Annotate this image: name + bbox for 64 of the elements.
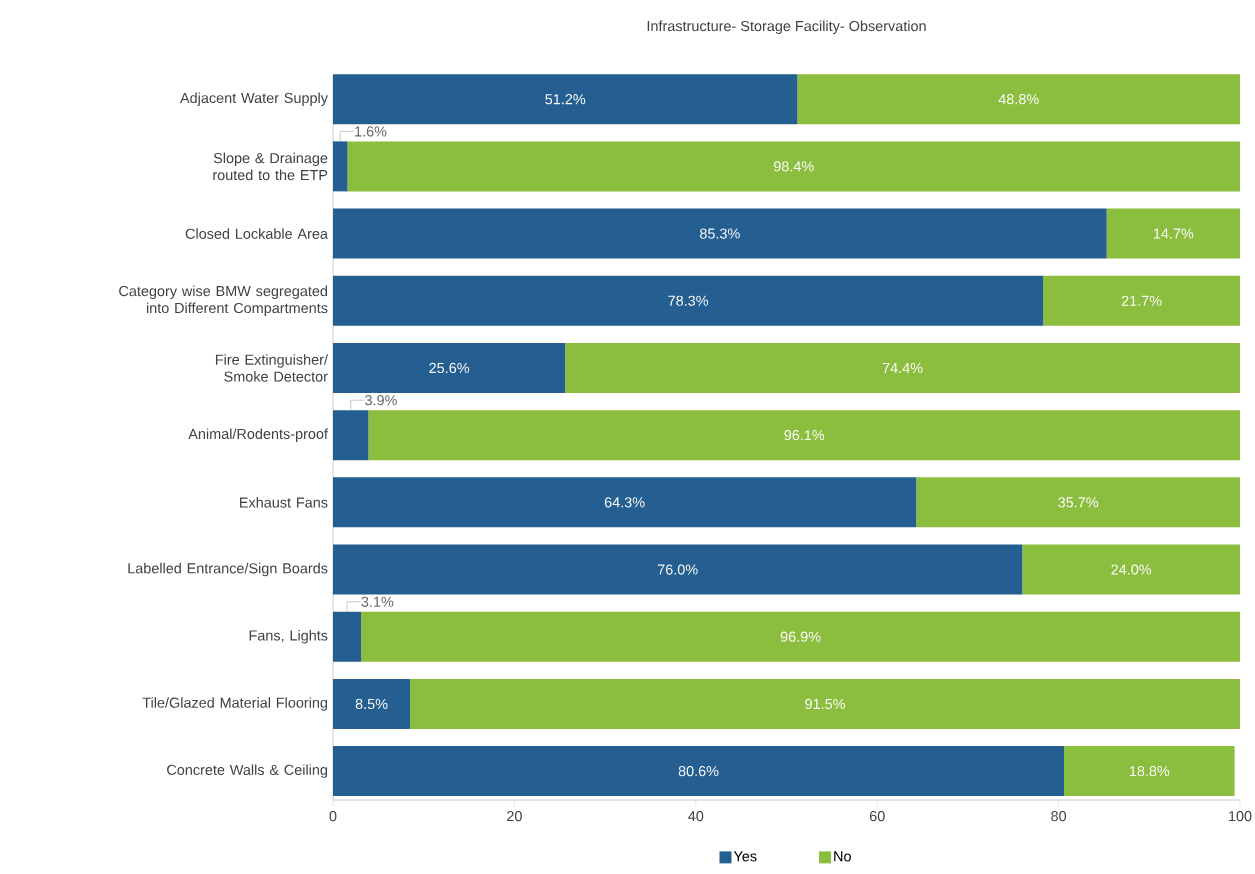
x-tick-label: 60 xyxy=(869,811,885,822)
data-label: 64.3% xyxy=(604,497,645,508)
y-tick-label: Fans, Lights xyxy=(249,630,328,644)
bar xyxy=(368,410,1241,461)
y-tick-label: Slope & Drainage routed to the ETP xyxy=(213,152,328,181)
chart-title: Infrastructure- Storage Facility- Observation xyxy=(647,20,926,35)
data-label: 85.3% xyxy=(699,228,740,239)
bar xyxy=(333,611,362,662)
data-label: 78.3% xyxy=(668,295,709,306)
data-label: 3.1% xyxy=(361,596,394,607)
bar xyxy=(333,746,1065,797)
data-label: 76.0% xyxy=(657,564,698,575)
data-label: 51.2% xyxy=(545,94,586,105)
data-label: 25.6% xyxy=(429,362,470,374)
y-tick-label: Adjacent Water Supply xyxy=(180,92,328,106)
x-tick-label: 0 xyxy=(329,811,337,822)
data-label: 91.5% xyxy=(805,698,846,710)
data-label: 74.4% xyxy=(882,362,923,373)
x-tick-label: 100 xyxy=(1229,811,1252,822)
bar xyxy=(333,678,411,729)
bar xyxy=(1106,208,1241,259)
data-label: 35.7% xyxy=(1058,497,1099,508)
data-label: 24.0% xyxy=(1111,564,1152,575)
bar xyxy=(916,477,1241,528)
y-tick-label: Animal/Rodents-proof xyxy=(188,428,328,442)
x-tick-label: 80 xyxy=(1051,811,1067,822)
y-tick-label: Closed Lockable Area xyxy=(185,228,328,239)
data-label: 1.6% xyxy=(355,126,387,137)
legend-label: No xyxy=(834,851,851,862)
data-label: 21.7% xyxy=(1121,295,1162,306)
bar xyxy=(333,544,1023,595)
data-label: 96.9% xyxy=(780,631,821,642)
data-label: 3.9% xyxy=(365,395,397,406)
bar xyxy=(361,611,1241,662)
y-tick-label: Exhaust Fans xyxy=(240,497,328,508)
y-tick-label: Category wise BMW segregated into Different Compartments xyxy=(119,285,328,316)
data-label: 80.6% xyxy=(678,765,719,777)
data-label: 96.1% xyxy=(784,430,825,441)
data-label: 18.8% xyxy=(1129,765,1170,777)
bar xyxy=(565,342,1241,393)
bar xyxy=(333,275,1044,326)
x-tick-label: 20 xyxy=(507,811,522,822)
bar xyxy=(333,141,348,192)
data-label: 8.5% xyxy=(355,698,388,710)
bar xyxy=(1043,275,1241,326)
y-tick-label: Labelled Entrance/Sign Boards xyxy=(128,562,328,577)
bar xyxy=(347,141,1241,192)
bar xyxy=(410,678,1241,729)
bar xyxy=(333,208,1107,259)
data-label: 14.7% xyxy=(1153,228,1194,239)
bar xyxy=(1022,544,1241,595)
x-tick-label: 40 xyxy=(688,811,704,822)
data-label: 48.8% xyxy=(998,94,1039,105)
bar xyxy=(333,74,798,125)
bar xyxy=(1064,746,1235,797)
y-tick-label: Fire Extinguisher/ Smoke Detector xyxy=(215,354,328,382)
y-tick-label: Tile/Glazed Material Flooring xyxy=(142,697,328,711)
bar xyxy=(797,74,1241,125)
bar xyxy=(333,477,917,528)
data-label: 98.4% xyxy=(773,161,814,172)
bar xyxy=(333,410,369,461)
legend-label: Yes xyxy=(733,851,757,862)
y-tick-label: Concrete Walls & Ceiling xyxy=(167,764,328,778)
bar xyxy=(333,342,566,393)
